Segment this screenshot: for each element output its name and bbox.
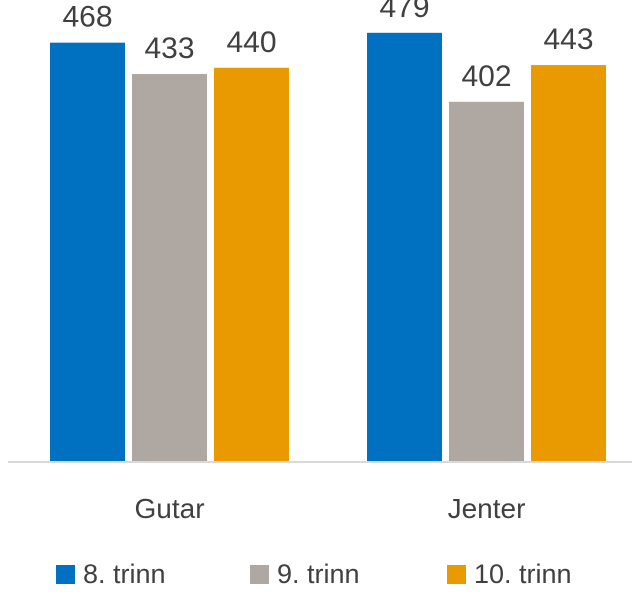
legend-swatch xyxy=(447,564,466,584)
x-tick-label-gutar: Gutar xyxy=(134,493,204,524)
data-label-gutar-1: 468 xyxy=(62,1,112,34)
legend-swatch xyxy=(250,564,269,584)
legend-label: 10. trinn xyxy=(474,558,572,589)
legend-swatch xyxy=(56,564,75,584)
legend-label: 8. trinn xyxy=(83,558,166,589)
legend-item-3: 10. trinn xyxy=(447,556,572,592)
bar-jenter-3 xyxy=(531,65,606,463)
bar-gutar-3 xyxy=(214,67,289,462)
data-label-jenter-1: 479 xyxy=(379,0,429,24)
bar-gutar-1 xyxy=(50,42,125,463)
bars-group xyxy=(50,32,606,463)
data-label-gutar-3: 440 xyxy=(226,26,276,59)
legend-item-2: 9. trinn xyxy=(250,556,360,592)
legend: 8. trinn 9. trinn 10. trinn xyxy=(0,556,638,592)
bar-jenter-2 xyxy=(449,101,524,463)
data-label-gutar-2: 433 xyxy=(144,32,194,65)
x-tick-label-jenter: Jenter xyxy=(448,493,526,524)
data-label-jenter-3: 443 xyxy=(543,23,593,56)
bar-jenter-1 xyxy=(367,32,442,462)
bar-gutar-2 xyxy=(132,74,207,463)
value-labels-group: 468 433 440 479 402 443 xyxy=(62,0,593,93)
category-labels-group: Gutar Jenter xyxy=(134,493,525,524)
legend-label: 9. trinn xyxy=(277,558,360,589)
legend-item-1: 8. trinn xyxy=(56,556,166,592)
data-label-jenter-2: 402 xyxy=(461,60,511,93)
